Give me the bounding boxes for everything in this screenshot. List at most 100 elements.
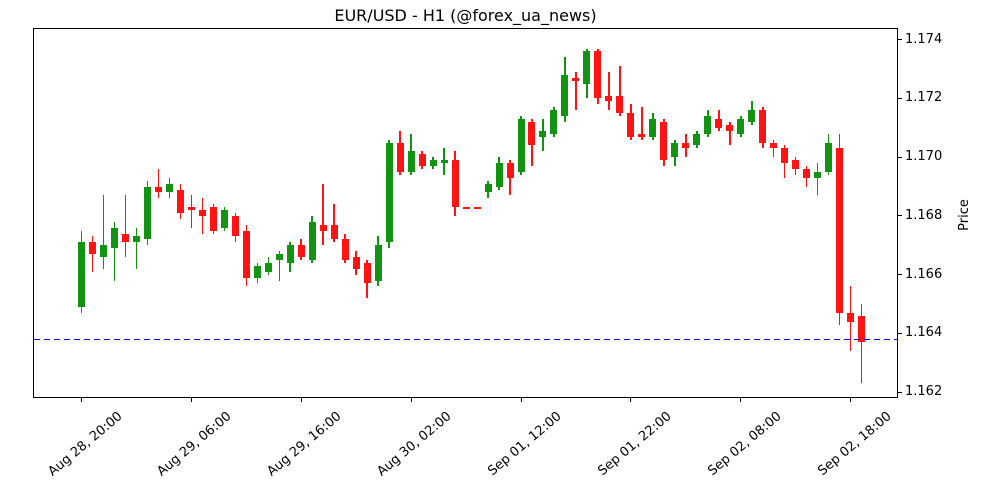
- candle-body: [770, 142, 778, 149]
- candle-body: [385, 142, 393, 243]
- candle-body: [165, 183, 173, 193]
- y-tick-label: 1.174: [905, 31, 943, 47]
- x-tick-label: Aug 28, 20:00: [45, 409, 126, 480]
- candle-body: [396, 142, 404, 172]
- candle-wick: [322, 183, 324, 246]
- candle-body: [583, 51, 591, 84]
- candle-wick: [773, 139, 775, 158]
- candle-body: [660, 121, 668, 161]
- candle-body: [88, 242, 96, 255]
- candle-body: [429, 160, 437, 166]
- candle-body: [638, 133, 646, 137]
- x-tick-mark: [630, 398, 632, 402]
- y-tick-mark: [898, 39, 902, 41]
- candle-body: [264, 262, 272, 272]
- plot-area: [33, 28, 898, 398]
- candle-body: [594, 51, 602, 99]
- y-tick-label: 1.168: [905, 207, 943, 223]
- candle-body: [440, 160, 448, 164]
- candle-body: [407, 151, 415, 172]
- candle-body: [704, 116, 712, 134]
- x-tick-mark: [300, 398, 302, 402]
- y-tick-mark: [898, 391, 902, 393]
- y-tick-mark: [898, 332, 902, 334]
- candle-body: [737, 119, 745, 134]
- candle-body: [814, 171, 822, 178]
- candle-body: [110, 227, 118, 249]
- candle-body: [671, 142, 679, 158]
- candle-body: [627, 113, 635, 137]
- y-tick-label: 1.164: [905, 325, 943, 341]
- candle-body: [99, 245, 107, 258]
- candle-body: [132, 236, 140, 243]
- candle-body: [330, 224, 338, 240]
- candle-wick: [619, 66, 621, 117]
- candle-body: [682, 142, 690, 149]
- candle-body: [220, 210, 228, 228]
- x-tick-mark: [850, 398, 852, 402]
- y-tick-mark: [898, 274, 902, 276]
- candle-body: [572, 77, 580, 81]
- candle-wick: [135, 227, 137, 269]
- candle-body: [242, 230, 250, 278]
- candle-body: [418, 154, 426, 166]
- candle-wick: [157, 168, 159, 199]
- candle-body: [319, 224, 327, 231]
- x-tick-label: Aug 30, 02:00: [374, 409, 455, 480]
- candle-body: [275, 254, 283, 260]
- y-tick-label: 1.170: [905, 149, 943, 165]
- x-tick-mark: [190, 398, 192, 402]
- candle-wick: [113, 221, 116, 281]
- candle-body: [693, 133, 701, 146]
- candle-body: [836, 148, 844, 313]
- candle-body: [781, 148, 789, 164]
- candle-body: [286, 245, 294, 263]
- candle-body: [473, 207, 481, 209]
- candle-body: [803, 168, 811, 178]
- candle-body: [649, 119, 657, 137]
- candle-wick: [91, 236, 94, 272]
- candle-body: [77, 242, 85, 307]
- candle-body: [297, 245, 305, 258]
- candle-wick: [509, 160, 511, 196]
- candle-body: [748, 110, 756, 122]
- x-tick-mark: [410, 398, 412, 402]
- x-tick-label: Sep 01, 22:00: [595, 409, 675, 479]
- y-tick-mark: [898, 156, 902, 158]
- candle-body: [792, 160, 800, 169]
- candle-body: [253, 265, 261, 278]
- candle-body: [616, 95, 624, 114]
- x-tick-label: Sep 02, 18:00: [815, 409, 895, 479]
- candle-body: [506, 163, 514, 178]
- candle-body: [121, 233, 129, 243]
- candle-wick: [817, 163, 819, 196]
- x-tick-mark: [740, 398, 742, 402]
- x-tick-mark: [80, 398, 82, 402]
- candle-body: [209, 207, 217, 231]
- y-tick-label: 1.172: [905, 90, 943, 106]
- candle-body: [759, 110, 767, 143]
- candle-wick: [278, 251, 280, 281]
- candle-wick: [201, 198, 203, 234]
- candle-body: [352, 257, 360, 269]
- candle-body: [715, 119, 723, 128]
- candle-wick: [861, 304, 863, 384]
- candle-body: [726, 124, 734, 131]
- support-line: [34, 338, 897, 341]
- candle-body: [154, 186, 162, 193]
- candle-wick: [124, 195, 127, 258]
- candle-body: [528, 121, 536, 146]
- x-tick-label: Sep 02, 08:00: [705, 409, 785, 479]
- candle-body: [605, 95, 613, 102]
- candle-body: [143, 186, 151, 240]
- candle-body: [462, 207, 470, 209]
- candle-body: [825, 142, 833, 172]
- y-tick-mark: [898, 97, 902, 99]
- candle-body: [847, 312, 855, 322]
- candle-wick: [575, 72, 577, 111]
- candle-body: [198, 210, 206, 216]
- candle-wick: [608, 72, 610, 111]
- candle-body: [363, 262, 371, 284]
- candle-body: [341, 239, 349, 260]
